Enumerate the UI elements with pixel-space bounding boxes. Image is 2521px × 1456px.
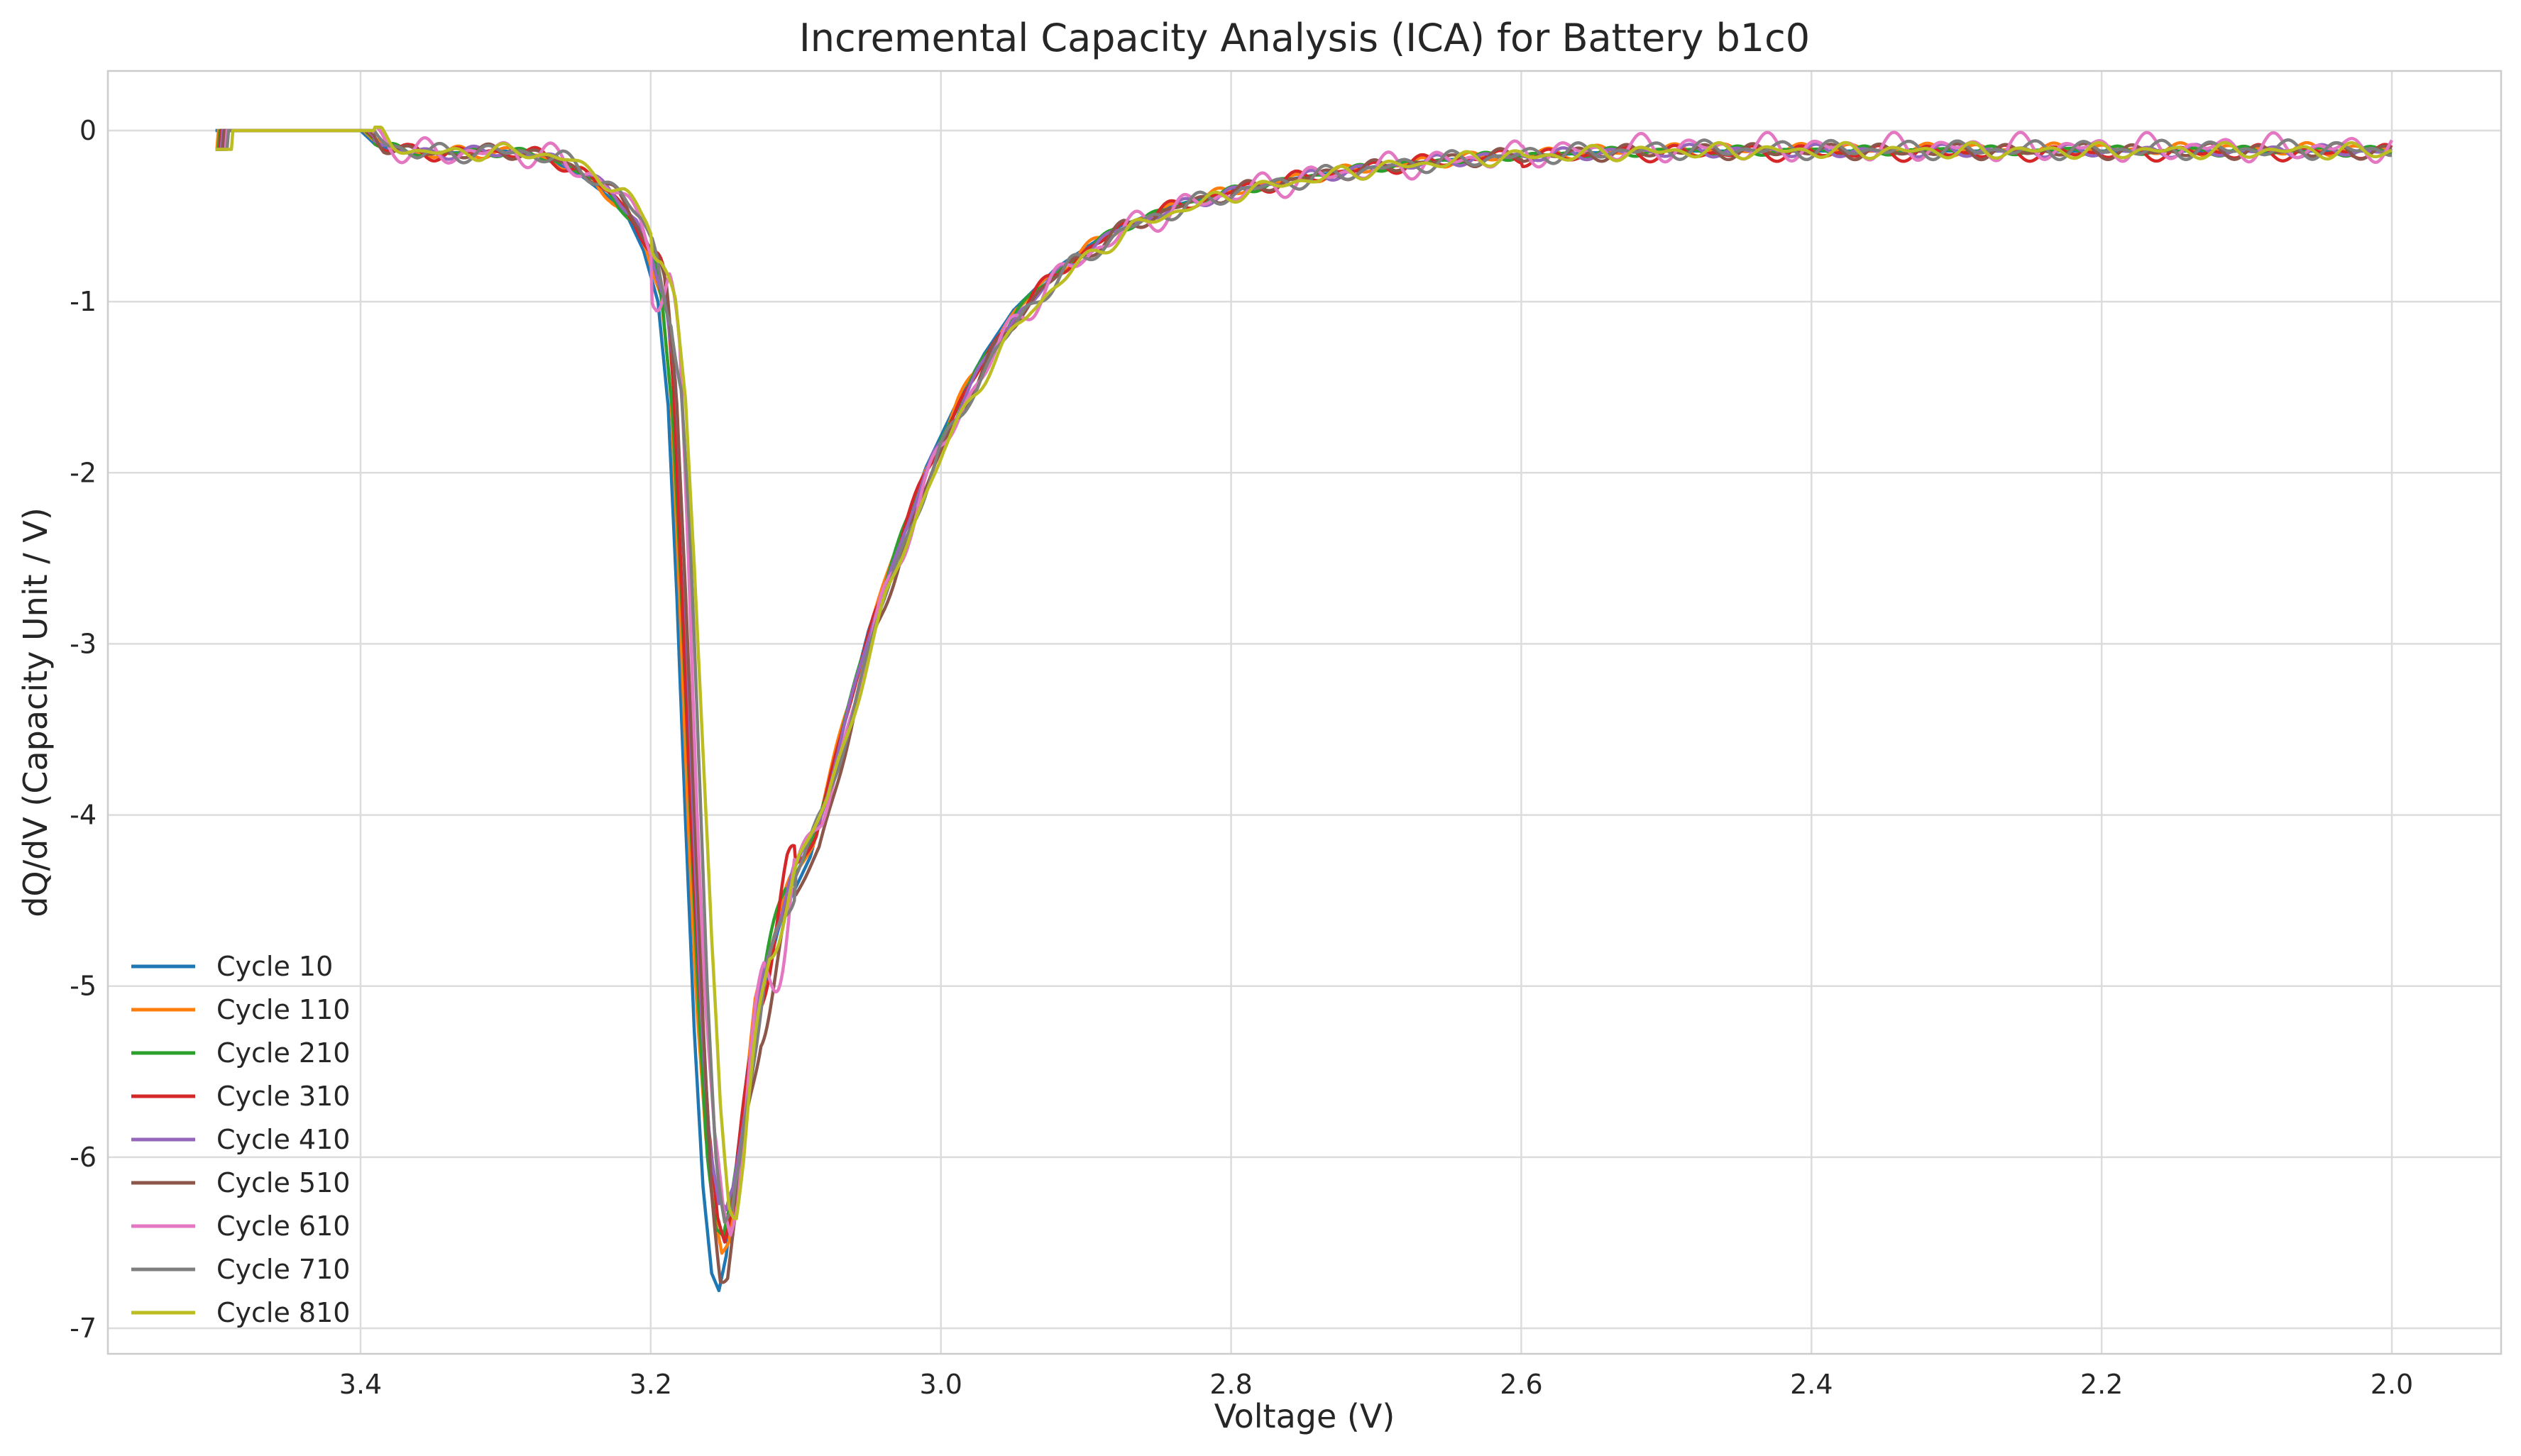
series-line — [215, 128, 2393, 1212]
legend-label: Cycle 710 — [216, 1254, 350, 1285]
legend-label: Cycle 410 — [216, 1124, 350, 1155]
y-tick-label: 0 — [79, 115, 97, 146]
x-axis-ticks: 3.4 3.2 3.0 2.8 2.6 2.4 2.2 2.0 — [339, 1369, 2413, 1400]
y-tick-label: -1 — [70, 286, 97, 317]
y-tick-label: -6 — [70, 1142, 97, 1173]
y-tick-label: -2 — [70, 457, 97, 488]
x-tick-label: 2.2 — [2080, 1369, 2123, 1400]
chart-title: Incremental Capacity Analysis (ICA) for … — [799, 16, 1810, 60]
legend-label: Cycle 110 — [216, 994, 350, 1025]
y-tick-label: -5 — [70, 971, 97, 1002]
grid — [108, 71, 2501, 1354]
y-axis-ticks: 0 -1 -2 -3 -4 -5 -6 -7 — [70, 115, 97, 1344]
series-line — [215, 128, 2393, 1284]
series-line — [215, 128, 2393, 1255]
x-tick-label: 3.2 — [630, 1369, 672, 1400]
series-line — [215, 128, 2393, 1238]
x-tick-label: 2.6 — [1500, 1369, 1542, 1400]
x-tick-label: 2.0 — [2371, 1369, 2413, 1400]
legend: Cycle 10 Cycle 110 Cycle 210 Cycle 310 Cycle… — [131, 951, 350, 1328]
series-line — [215, 125, 2393, 1237]
legend-label: Cycle 210 — [216, 1037, 350, 1069]
x-tick-label: 2.4 — [1790, 1369, 1833, 1400]
x-tick-label: 2.8 — [1209, 1369, 1252, 1400]
series-line — [215, 125, 2393, 1220]
plot-frame — [106, 70, 2503, 1355]
x-tick-label: 3.0 — [919, 1369, 962, 1400]
legend-label: Cycle 810 — [216, 1297, 350, 1328]
x-axis-label: Voltage (V) — [1214, 1397, 1395, 1435]
y-tick-label: -3 — [70, 628, 97, 659]
y-tick-label: -7 — [70, 1313, 97, 1344]
series-line — [215, 128, 2393, 1224]
x-tick-label: 3.4 — [339, 1369, 382, 1400]
y-axis-label: dQ/dV (Capacity Unit / V) — [16, 507, 55, 917]
legend-label: Cycle 510 — [216, 1167, 350, 1198]
y-tick-label: -4 — [70, 800, 97, 831]
plot-area — [215, 125, 2393, 1293]
legend-label: Cycle 10 — [216, 951, 333, 982]
series-line — [215, 128, 2393, 1244]
legend-label: Cycle 310 — [216, 1081, 350, 1112]
series-line — [215, 128, 2393, 1293]
legend-label: Cycle 610 — [216, 1210, 350, 1242]
